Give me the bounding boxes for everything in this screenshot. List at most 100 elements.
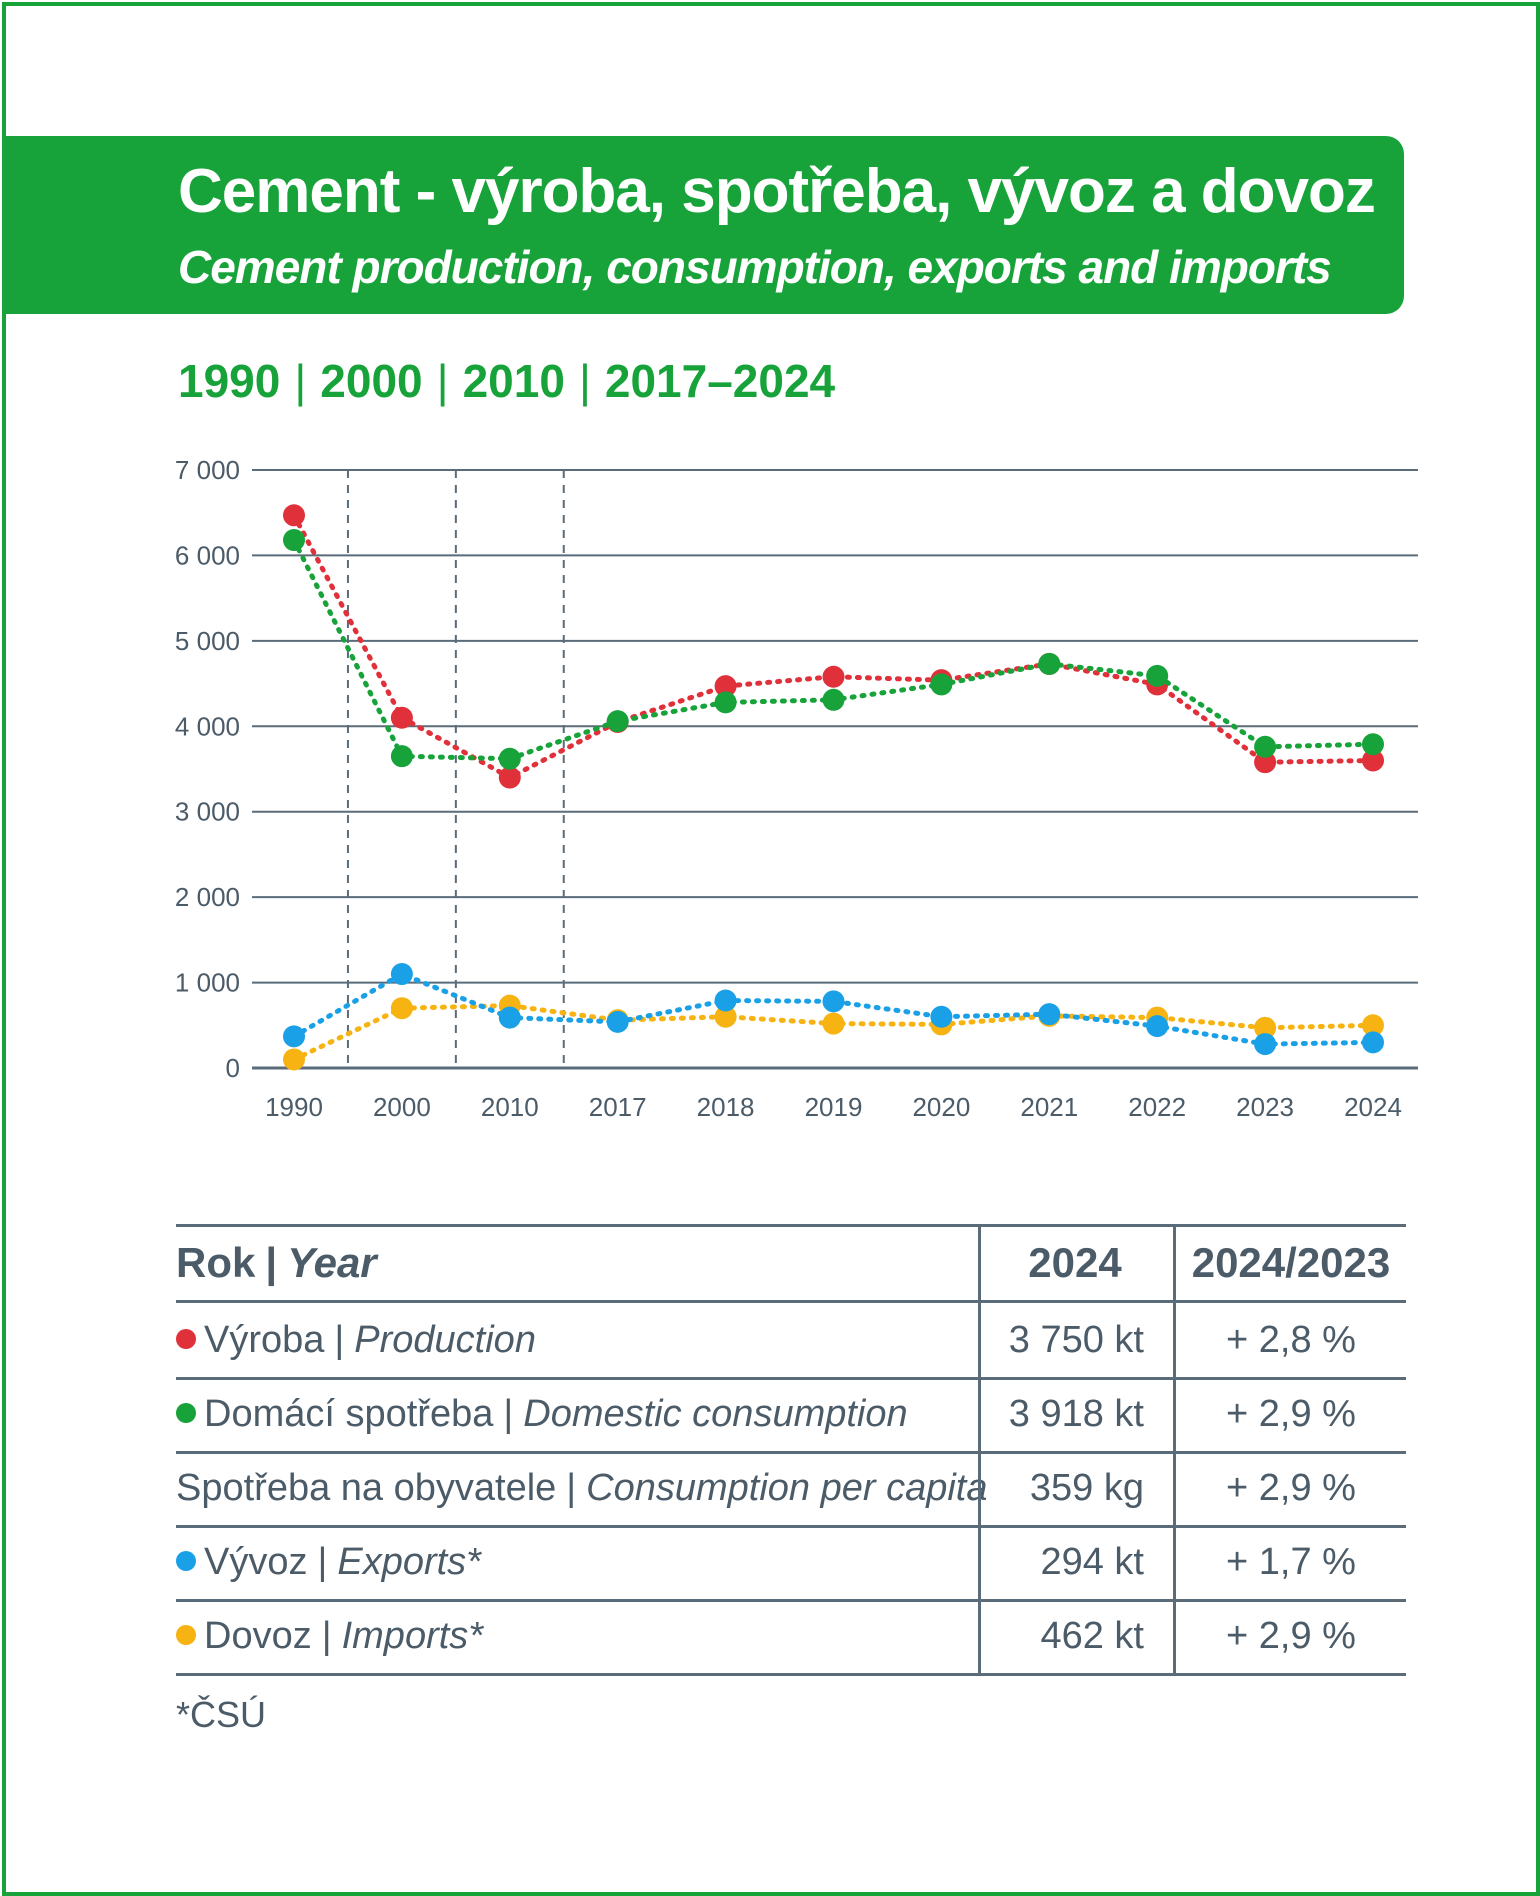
row-change: + 2,8 % [1226,1319,1356,1361]
period-list: 1990 | 2000 | 2010 | 2017–2024 [178,354,835,408]
row-label-cz: Dovoz [204,1615,312,1657]
period-separator: | [578,355,591,407]
header-separator: | [265,1239,278,1286]
data-point-exports [714,989,737,1012]
legend-dot-icon [176,1624,196,1645]
data-point-exports [822,990,845,1013]
data-point-imports [390,997,413,1020]
data-point-consumption [498,747,521,770]
period-separator: | [294,355,307,407]
title-czech: Cement - výroba, spotřeba, vývoz a dovoz [178,157,1376,226]
y-tick-label: 1 000 [175,968,240,998]
data-point-consumption [930,673,953,696]
data-point-consumption [822,688,845,711]
x-tick-label: 2018 [697,1092,755,1122]
row-label-en: Exports* [337,1541,481,1583]
data-point-consumption [1254,735,1277,758]
row-value: 3 750 kt [1008,1319,1144,1361]
y-tick-label: 6 000 [175,540,240,570]
data-point-exports [498,1006,521,1029]
row-value: 294 kt [1040,1541,1144,1583]
line-chart: 0 1 000 2 000 3 000 4 000 5 000 6 000 7 000 1990… [175,455,1418,1122]
table-header-row: Rok | Year 2024 2024/2023 [176,1226,1406,1303]
header-col-change: 2024/2023 [1191,1239,1391,1286]
table-row: Vývoz | Exports* 294 kt + 1,7 % [176,1525,1406,1602]
series-line-exports [291,971,1376,1047]
table-divider-2 [1173,1226,1176,1676]
y-tick-label: 2 000 [175,882,240,912]
period-2010: 2010 [462,355,565,407]
data-point-imports [714,1005,737,1028]
x-tick-label: 2017 [589,1092,647,1122]
data-point-consumption [390,745,413,768]
table-row: Domácí spotřeba | Domestic consumption 3 91… [176,1377,1406,1454]
header-col-2024: 2024 [1028,1239,1122,1286]
data-point-production [714,675,737,698]
row-separator: | [317,1541,328,1583]
y-tick-label: 0 [226,1053,240,1083]
legend-dot-icon [176,1328,196,1349]
table-row: Spotřeba na obyvatele | Consumption per ca… [176,1451,1406,1528]
row-separator: | [566,1467,577,1509]
y-tick-label: 4 000 [175,711,240,741]
row-label-en: Imports* [341,1615,484,1657]
legend-dot-icon [176,1402,196,1423]
data-point-consumption [283,529,305,552]
data-point-exports [283,1025,305,1048]
period-separator: | [436,355,449,407]
row-label-cz: Domácí spotřeba [204,1393,494,1435]
data-point-exports [1362,1031,1384,1054]
x-tick-label: 2010 [481,1092,539,1122]
row-value: 359 kg [1029,1467,1144,1509]
title-english: Cement production, consumption, exports … [178,241,1332,293]
row-separator: | [334,1319,345,1361]
period-2000: 2000 [320,355,423,407]
row-change: + 2,9 % [1226,1615,1356,1657]
x-tick-label: 2019 [805,1092,863,1122]
row-separator: | [321,1615,332,1657]
x-tick-label: 2021 [1020,1092,1078,1122]
x-tick-label: 2024 [1344,1092,1402,1122]
row-value: 3 918 kt [1008,1393,1144,1435]
data-point-production [283,504,305,527]
data-point-production [498,766,521,789]
table-divider-1 [978,1226,981,1676]
row-change: + 2,9 % [1226,1467,1356,1509]
data-point-imports [822,1012,845,1035]
data-point-production [822,665,845,688]
data-point-production [390,706,413,729]
data-point-exports [390,963,413,986]
data-point-consumption [714,691,737,714]
row-label-en: Domestic consumption [523,1393,908,1435]
y-tick-label: 3 000 [175,797,240,827]
footnote: *ČSÚ [176,1694,267,1735]
data-point-imports [1254,1016,1277,1039]
table-row: Výroba | Production 3 750 kt + 2,8 % [176,1303,1406,1380]
x-tick-label: 2020 [912,1092,970,1122]
header-year-en: Year [287,1239,377,1286]
x-tick-label: 2022 [1128,1092,1186,1122]
x-tick-label: 2023 [1236,1092,1294,1122]
x-tick-label: 2000 [373,1092,431,1122]
table-row: Dovoz | Imports* 462 kt + 2,9 % [176,1599,1406,1676]
data-point-consumption [1038,652,1061,675]
row-value: 462 kt [1040,1615,1144,1657]
period-1990: 1990 [178,355,281,407]
data-point-imports [283,1048,305,1071]
data-point-consumption [1362,733,1384,756]
title-band [6,136,1404,314]
table-top-rule [176,1224,1406,1227]
header-year-cz: Rok [176,1239,256,1286]
data-point-production [1254,751,1277,774]
data-point-production [1362,749,1384,772]
x-tick-label: 1990 [265,1092,323,1122]
data-point-exports [1254,1033,1277,1056]
row-label-cz: Vývoz [204,1541,308,1583]
row-label-cz: Spotřeba na obyvatele [176,1467,557,1509]
y-tick-label: 7 000 [175,455,240,485]
row-separator: | [503,1393,514,1435]
row-change: + 2,9 % [1226,1393,1356,1435]
data-point-exports [606,1010,629,1033]
row-label-en: Consumption per capita [586,1467,988,1509]
